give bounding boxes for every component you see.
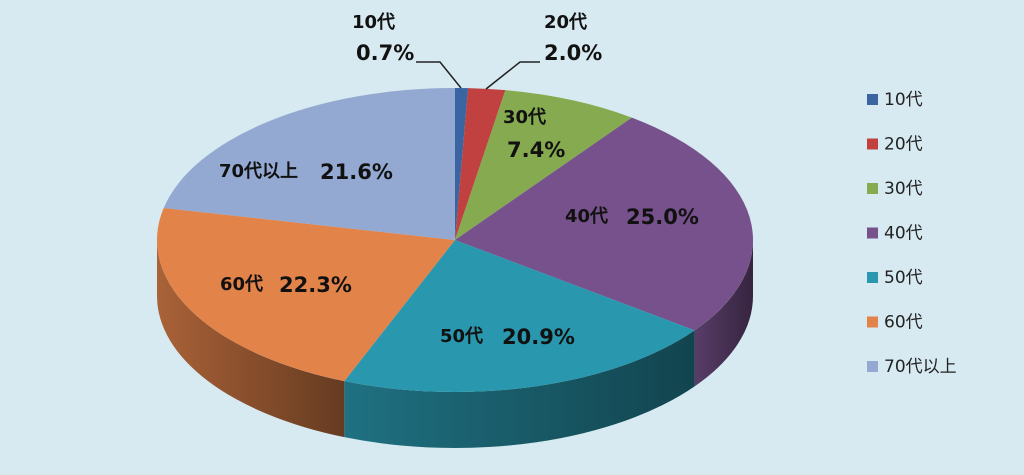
label-10-value: 0.7% xyxy=(356,41,414,65)
label-40-value: 25.0% xyxy=(626,205,699,229)
label-30-name: 30代 xyxy=(503,107,546,128)
legend-label-1: 10代 xyxy=(884,90,923,110)
pie-slice-3 xyxy=(455,90,632,241)
pie-slice-7 xyxy=(163,88,455,240)
label-60-name: 60代 xyxy=(220,274,263,295)
label-30-value: 7.4% xyxy=(507,138,565,162)
label-50-value: 20.9% xyxy=(502,325,575,349)
legend-swatch-7 xyxy=(867,361,878,372)
legend-swatch-4 xyxy=(867,227,878,239)
label-40-name: 40代 xyxy=(565,206,608,227)
legend: 10代 20代 30代 40代 50代 60代 70代以上 xyxy=(867,90,957,377)
label-20-value: 2.0% xyxy=(544,41,602,65)
legend-label-5: 50代 xyxy=(884,268,923,288)
pie-side-4 xyxy=(694,240,753,387)
pie-slice-6 xyxy=(157,207,455,382)
label-60-value: 22.3% xyxy=(279,273,352,297)
pie-side-5 xyxy=(344,330,695,448)
legend-label-3: 30代 xyxy=(884,179,923,199)
legend-swatch-1 xyxy=(867,94,878,105)
legend-label-2: 20代 xyxy=(884,135,923,155)
pie-side-6 xyxy=(157,240,345,438)
label-20-name: 20代 xyxy=(544,12,587,33)
legend-label-4: 40代 xyxy=(884,224,923,244)
pie-slice-2 xyxy=(455,88,506,241)
legend-swatch-2 xyxy=(867,138,878,150)
leader-line-10 xyxy=(416,61,462,89)
legend-label-7: 70代以上 xyxy=(884,357,957,377)
label-70-value: 21.6% xyxy=(320,160,393,184)
pie-slice-1 xyxy=(455,88,469,240)
pie-slice-4 xyxy=(455,117,753,331)
label-50-name: 50代 xyxy=(440,326,483,347)
pie-slice-5 xyxy=(344,240,695,392)
label-70-name: 70代以上 xyxy=(219,161,298,182)
legend-swatch-5 xyxy=(867,272,878,283)
label-10-name: 10代 xyxy=(352,12,395,33)
legend-label-6: 60代 xyxy=(884,313,923,333)
leader-line-20 xyxy=(485,61,540,90)
legend-swatch-3 xyxy=(867,183,878,194)
legend-swatch-6 xyxy=(867,316,878,328)
